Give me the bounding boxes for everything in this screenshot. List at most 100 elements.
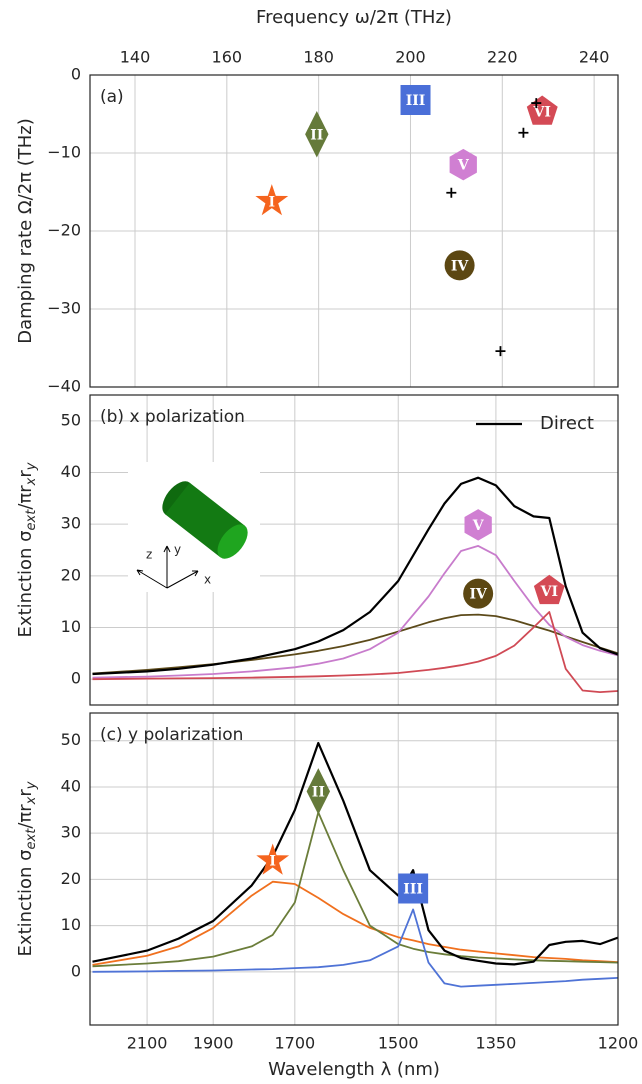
x-tick-label: 1350 xyxy=(476,1034,517,1053)
marker: I xyxy=(255,184,289,216)
x-tick-label: 160 xyxy=(212,48,243,67)
y-axis-label-part: x xyxy=(24,796,39,805)
marker-shape xyxy=(533,574,565,605)
marker-label: III xyxy=(403,881,423,897)
series-line xyxy=(92,476,618,676)
marker: III xyxy=(398,873,429,904)
marker-label: V xyxy=(472,518,485,534)
y-axis-label-part: /πr xyxy=(15,485,36,510)
marker-shape xyxy=(449,148,477,181)
y-tick-label: −30 xyxy=(47,299,81,318)
marker-shape xyxy=(444,250,475,281)
y-tick-label: 0 xyxy=(71,669,81,688)
panel-title: (a) xyxy=(100,87,124,107)
y-axis-label-part: y xyxy=(24,462,39,471)
marker: II xyxy=(305,111,329,158)
x-axis-label: Frequency ω/2π (THz) xyxy=(256,7,452,28)
inset-label: y xyxy=(174,543,181,557)
cross-marker xyxy=(518,127,529,138)
y-tick-label: 20 xyxy=(61,869,81,888)
y-tick-label: 50 xyxy=(61,730,81,749)
marker-label: IV xyxy=(469,587,488,603)
marker-shape xyxy=(398,873,429,904)
marker: IV xyxy=(444,250,475,281)
y-tick-label: 10 xyxy=(61,915,81,934)
y-tick-label: 10 xyxy=(61,617,81,636)
y-arrow xyxy=(163,545,171,588)
marker-shape xyxy=(400,84,431,115)
y-axis-label: Damping rate Ω/2π (THz) xyxy=(15,118,36,344)
marker: V xyxy=(449,148,477,181)
marker: VI xyxy=(533,574,565,605)
x-tick-label: 1700 xyxy=(274,1034,315,1053)
plot-area xyxy=(90,713,618,1025)
y-axis-label-part: r xyxy=(15,470,36,478)
legend-label: Direct xyxy=(540,413,594,434)
marker-label: I xyxy=(269,854,276,870)
y-tick-label: 30 xyxy=(61,514,81,533)
marker-shape xyxy=(305,111,329,158)
y-tick-label: 40 xyxy=(61,776,81,795)
y-tick-label: −10 xyxy=(47,143,81,162)
marker-label: I xyxy=(269,194,276,210)
y-axis-label-part: ext xyxy=(24,828,39,850)
y-tick-label: 20 xyxy=(61,565,81,584)
plot-frame xyxy=(89,712,619,1026)
marker-label: V xyxy=(457,158,470,174)
x-tick-label: 2100 xyxy=(127,1034,168,1053)
marker-label: II xyxy=(312,784,325,800)
x-tick-label: 240 xyxy=(579,48,610,67)
y-tick-label: 40 xyxy=(61,462,81,481)
x-tick-label: 200 xyxy=(395,48,426,67)
marker: III xyxy=(400,84,431,115)
x-tick-label: 1500 xyxy=(378,1034,419,1053)
inset-label: z xyxy=(146,548,152,562)
y-tick-label: −40 xyxy=(47,377,81,396)
inset: z y x xyxy=(128,462,260,592)
series-line xyxy=(92,908,618,988)
y-axis-label-part: r xyxy=(15,789,36,797)
marker-shape xyxy=(464,509,492,541)
marker-shape xyxy=(463,578,494,609)
y-axis-label: Extinction σext/πrxry xyxy=(15,462,39,637)
x-tick-label: 140 xyxy=(120,48,151,67)
y-axis-label-part: ext xyxy=(24,509,39,531)
y-tick-label: −20 xyxy=(47,221,81,240)
marker: V xyxy=(464,509,492,541)
x-arrow xyxy=(166,570,199,589)
y-tick-label: 0 xyxy=(71,961,81,980)
marker-label: III xyxy=(406,93,426,109)
marker-label: VI xyxy=(540,584,558,600)
y-tick-label: 30 xyxy=(61,823,81,842)
marker-shape xyxy=(255,184,289,216)
cylinder-front xyxy=(217,524,248,559)
marker: II xyxy=(306,768,331,815)
cross-marker xyxy=(495,346,506,357)
z-arrow xyxy=(136,569,168,589)
x-tick-label: 1900 xyxy=(193,1034,234,1053)
x-tick-label: 1200 xyxy=(598,1034,639,1053)
series-line xyxy=(92,611,618,693)
marker-label: IV xyxy=(451,258,470,274)
cylinder xyxy=(162,481,248,559)
series-line xyxy=(92,545,618,679)
marker-label: VI xyxy=(533,105,551,121)
marker: I xyxy=(256,843,290,875)
marker-shape xyxy=(256,843,290,875)
marker-shape xyxy=(306,768,331,815)
y-axis-label-part: y xyxy=(24,781,39,790)
plot-frame xyxy=(89,74,619,388)
series-line xyxy=(92,880,618,966)
y-axis-label-part: Extinction σ xyxy=(15,530,36,637)
y-axis-label-part: Extinction σ xyxy=(15,849,36,956)
y-axis-label-part: x xyxy=(24,477,39,486)
x-tick-label: 180 xyxy=(303,48,334,67)
series-line xyxy=(92,811,618,968)
inset-axes xyxy=(136,545,199,589)
y-axis-label: Extinction σext/πrxry xyxy=(15,781,39,956)
y-tick-label: 50 xyxy=(61,410,81,429)
cross-marker xyxy=(446,187,457,198)
cross-marker xyxy=(531,98,542,109)
panel-title: (c) y polarization xyxy=(100,725,243,745)
